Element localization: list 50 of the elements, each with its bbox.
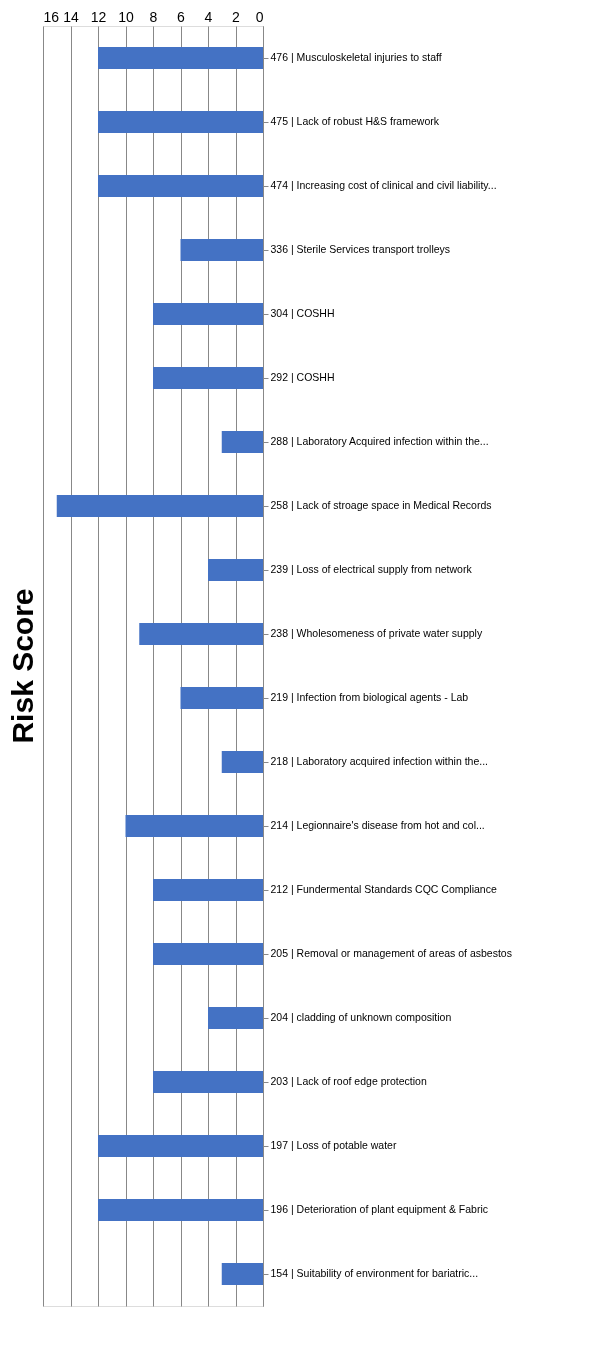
x-tick-label: 0 xyxy=(255,8,264,25)
y-tick-label: 288 | Laboratory Acquired infection within the... xyxy=(270,435,489,447)
y-tick-label: 204 | cladding of unknown composition xyxy=(270,1011,452,1023)
y-tick-label: 475 | Lack of robust H&S framework xyxy=(270,115,440,127)
bar xyxy=(208,559,263,581)
bar xyxy=(98,1135,263,1157)
y-tick-label: 197 | Loss of potable water xyxy=(270,1139,397,1151)
bar xyxy=(180,239,263,261)
y-tick-label: 196 | Deterioration of plant equipment & Fabric xyxy=(270,1203,489,1215)
bar xyxy=(221,751,263,773)
y-tick-label: 214 | Legionnaire's disease from hot and col... xyxy=(270,819,485,831)
text: Risk Score xyxy=(6,588,39,744)
x-tick-label: 6 xyxy=(177,8,186,25)
y-tick-label: 212 | Fundermental Standards CQC Compliance xyxy=(270,883,497,895)
y-tick-label: 474 | Increasing cost of clinical and civil liability... xyxy=(270,179,497,191)
bar xyxy=(98,111,263,133)
bar xyxy=(153,303,263,325)
bar xyxy=(98,1199,263,1221)
bar xyxy=(208,1007,263,1029)
bar xyxy=(153,943,263,965)
y-tick-label: 292 | COSHH xyxy=(270,371,335,383)
bar xyxy=(153,1071,263,1093)
bar xyxy=(153,367,263,389)
bar xyxy=(221,1263,263,1285)
bar xyxy=(221,431,263,453)
y-tick-label: 154 | Suitability of environment for bariatric... xyxy=(270,1267,479,1279)
bar xyxy=(98,175,263,197)
y-tick-label: 258 | Lack of stroage space in Medical Records xyxy=(270,499,492,511)
bar xyxy=(98,47,263,69)
bar xyxy=(56,495,263,517)
y-tick-label: 476 | Musculoskeletal injuries to staff xyxy=(270,51,442,63)
x-tick-label: 4 xyxy=(204,8,213,25)
bar xyxy=(180,687,263,709)
bar xyxy=(153,879,263,901)
y-tick-label: 238 | Wholesomeness of private water supply xyxy=(270,627,483,639)
x-tick-label: 10 xyxy=(118,8,134,25)
x-tick-label: 8 xyxy=(149,8,158,25)
y-tick-label: 219 | Infection from biological agents - Lab xyxy=(270,691,469,703)
y-tick-label: 304 | COSHH xyxy=(270,307,335,319)
y-tick-label: 205 | Removal or management of areas of asbestos xyxy=(270,947,512,959)
x-tick-label: 16 xyxy=(43,8,60,25)
bar xyxy=(125,815,263,837)
y-tick-label: 218 | Laboratory acquired infection within the... xyxy=(270,755,489,767)
x-tick-label: 14 xyxy=(63,8,79,25)
bar xyxy=(139,623,263,645)
y-tick-label: 336 | Sterile Services transport trolleys xyxy=(270,243,451,255)
x-tick-label: 2 xyxy=(232,8,241,25)
x-tick-label: 12 xyxy=(90,8,107,25)
y-tick-label: 203 | Lack of roof edge protection xyxy=(270,1075,427,1087)
y-tick-label: 239 | Loss of electrical supply from network xyxy=(270,563,473,575)
